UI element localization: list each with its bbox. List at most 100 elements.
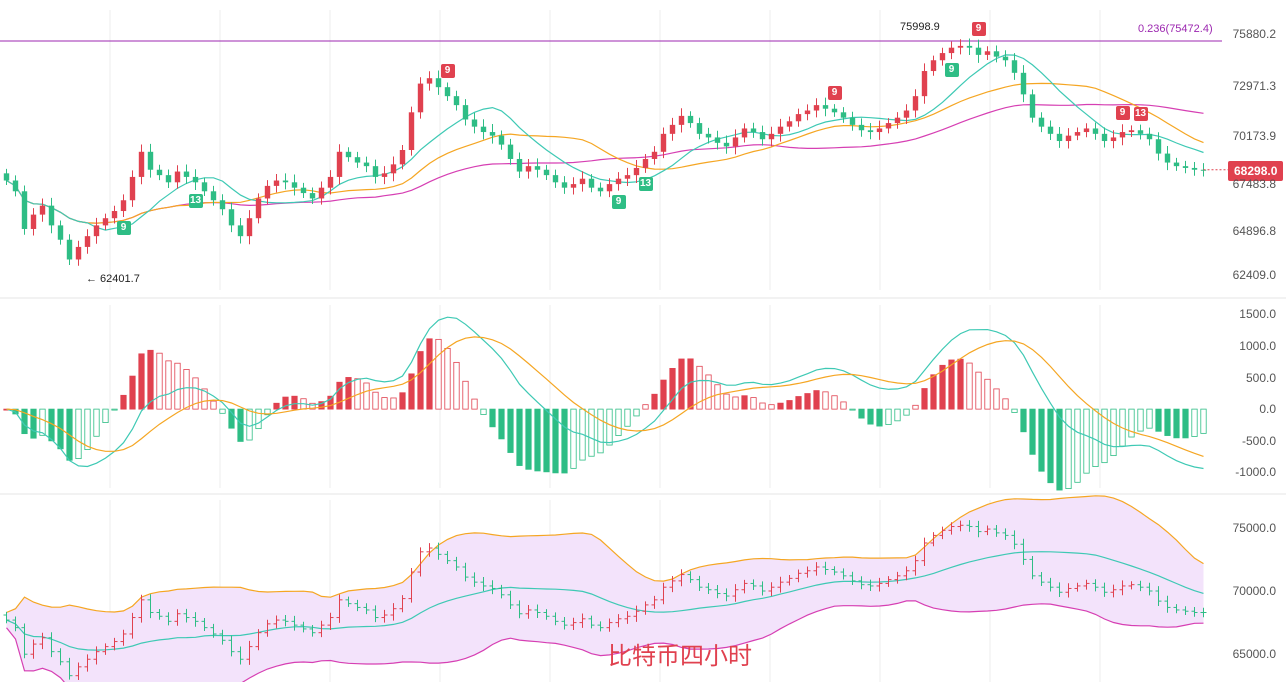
y-tick-label: 70000.0 — [1232, 584, 1276, 598]
macd-histogram-bar — [597, 408, 604, 454]
macd-histogram-bar — [1092, 408, 1099, 467]
macd-histogram-bar — [795, 396, 802, 410]
macd-histogram-bar — [390, 397, 397, 410]
y-tick-label: 64896.8 — [1232, 223, 1276, 238]
td-mark-badge: 9 — [611, 194, 626, 209]
candle-body — [750, 128, 757, 133]
macd-histogram-bar — [624, 408, 631, 427]
macd-histogram-bar — [840, 401, 847, 410]
macd-histogram-bar — [588, 408, 595, 457]
macd-histogram-bar — [876, 408, 883, 427]
candle-body — [228, 209, 235, 226]
candle-body — [813, 105, 820, 111]
candle-body — [147, 151, 154, 170]
candle-body — [30, 214, 37, 229]
macd-histogram-bar — [741, 395, 748, 410]
td-mark-badge: 9 — [116, 220, 131, 235]
high-price-label: 75998.9 — [900, 21, 940, 33]
candle-body — [3, 173, 10, 181]
candle-body — [264, 185, 271, 199]
candle-body — [336, 151, 343, 177]
candle-body — [948, 47, 955, 54]
candle-body — [1191, 167, 1198, 170]
candle-body — [363, 162, 370, 167]
ma-fast-line — [6, 54, 1204, 231]
macd-histogram-bar — [1083, 408, 1090, 474]
candle-body — [282, 180, 289, 183]
macd-histogram-bar — [534, 408, 541, 472]
candle-body — [93, 225, 100, 237]
macd-histogram-bar — [777, 402, 784, 410]
macd-histogram-bar — [1164, 408, 1171, 436]
candle-body — [453, 96, 460, 106]
macd-histogram-bar — [1182, 408, 1189, 439]
td-mark-badge: 13 — [188, 193, 203, 208]
macd-histogram-bar — [399, 392, 406, 410]
candle-body — [1137, 130, 1144, 134]
macd-histogram-bar — [444, 347, 451, 410]
candle-body — [57, 225, 64, 240]
macd-histogram-bar — [282, 396, 289, 410]
candle-body — [48, 205, 55, 226]
macd-histogram-bar — [381, 397, 388, 410]
macd-histogram-bar — [1173, 408, 1180, 439]
candle-body — [516, 158, 523, 172]
macd-histogram-bar — [822, 391, 829, 410]
candle-body — [615, 178, 622, 185]
macd-histogram-bar — [768, 404, 775, 410]
candle-body — [399, 150, 406, 165]
macd-histogram-bar — [651, 393, 658, 410]
macd-histogram-bar — [894, 408, 901, 422]
macd-histogram-bar — [237, 408, 244, 442]
candle-body — [840, 112, 847, 118]
macd-histogram-bar — [372, 391, 379, 410]
candle-body — [786, 121, 793, 127]
candle-body — [1047, 126, 1054, 134]
candle-body — [624, 175, 631, 179]
macd-histogram-bar — [1146, 408, 1153, 429]
candle-body — [408, 112, 415, 150]
macd-histogram-bar — [1056, 408, 1063, 491]
macd-histogram-bar — [273, 402, 280, 410]
macd-histogram-bar — [309, 402, 316, 410]
macd-histogram-bar — [228, 408, 235, 429]
candle-body — [894, 117, 901, 124]
ma-mid-line — [6, 82, 1204, 224]
candle-body — [255, 198, 262, 219]
candle-body — [777, 126, 784, 134]
macd-histogram-bar — [615, 408, 622, 436]
macd-histogram-bar — [264, 408, 271, 416]
candle-body — [1056, 133, 1063, 142]
macd-histogram-bar — [291, 395, 298, 410]
candle-body — [417, 83, 424, 113]
candle-body — [759, 132, 766, 140]
candle-body — [165, 175, 172, 183]
macd-histogram-bar — [1137, 408, 1144, 432]
candle-body — [1038, 117, 1045, 127]
macd-histogram-bar — [435, 338, 442, 410]
macd-histogram-bar — [786, 400, 793, 410]
candle-body — [435, 78, 442, 88]
macd-histogram-bar — [633, 408, 640, 417]
low-price-label: ← 62401.7 — [86, 273, 140, 285]
candle-body — [390, 164, 397, 174]
macd-histogram-bar — [975, 371, 982, 410]
macd-histogram-bar — [453, 361, 460, 410]
macd-histogram-bar — [471, 398, 478, 410]
macd-histogram-bar — [345, 377, 352, 410]
candle-body — [471, 119, 478, 127]
macd-histogram-bar — [759, 402, 766, 410]
candle-body — [318, 187, 325, 199]
candle-body — [885, 123, 892, 129]
candle-body — [534, 166, 541, 170]
candle-body — [246, 218, 253, 237]
td-mark-badge: 9 — [440, 64, 455, 79]
candle-body — [723, 142, 730, 147]
macd-histogram-bar — [1110, 408, 1117, 457]
candle-body — [75, 246, 82, 260]
y-tick-label: 1000.0 — [1239, 339, 1276, 354]
candle-body — [12, 180, 19, 192]
macd-histogram-bar — [156, 352, 163, 410]
macd-histogram-bar — [516, 408, 523, 466]
